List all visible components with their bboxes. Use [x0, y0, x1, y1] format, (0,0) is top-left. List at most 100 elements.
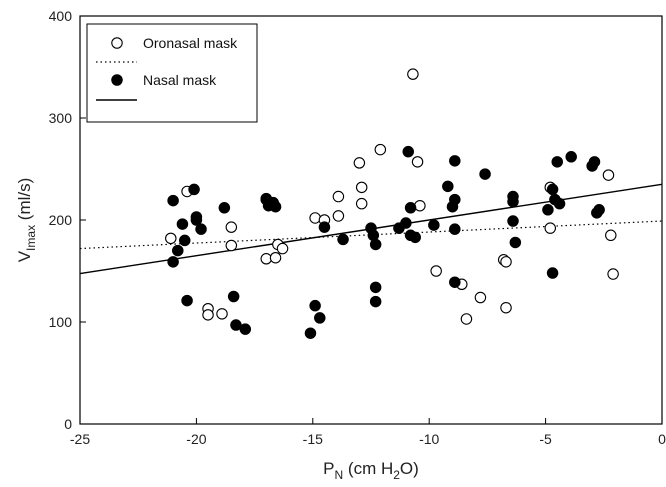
x-tick-label: -15 — [303, 431, 323, 447]
x-tick-label: -5 — [539, 431, 552, 447]
legend-label-oronasal: Oronasal mask — [143, 35, 238, 51]
point-nasal — [449, 155, 461, 167]
point-nasal — [188, 183, 200, 196]
point-oronasal — [407, 68, 419, 80]
point-nasal — [542, 204, 554, 216]
point-oronasal — [605, 229, 617, 242]
legend-label-nasal: Nasal mask — [143, 72, 217, 88]
point-nasal — [551, 156, 563, 168]
point-nasal — [218, 202, 231, 214]
point-oronasal — [474, 291, 487, 304]
point-nasal — [546, 267, 559, 279]
x-tick-label: -10 — [419, 431, 439, 447]
point-nasal — [167, 256, 179, 268]
point-nasal — [593, 204, 605, 216]
point-oronasal — [430, 265, 442, 277]
axis-ticks: -25 -20 -15 -10 -5 0 0 100 200 300 400 — [49, 8, 666, 447]
point-oronasal — [374, 143, 387, 156]
point-nasal — [404, 202, 417, 214]
point-nasal — [369, 295, 382, 308]
point-oronasal — [269, 251, 282, 264]
x-axis-title-tail2: O) — [400, 459, 419, 478]
y-axis-title: VImax (ml/s) — [15, 178, 38, 263]
y-tick-label: 100 — [49, 314, 73, 330]
point-oronasal — [414, 199, 426, 212]
point-nasal — [314, 312, 326, 324]
point-nasal — [227, 290, 240, 303]
point-oronasal — [500, 256, 512, 268]
y-tick-label: 400 — [49, 8, 73, 24]
point-nasal — [507, 215, 519, 227]
point-nasal — [190, 211, 203, 223]
point-nasal — [402, 145, 414, 158]
point-oronasal — [353, 157, 366, 169]
point-nasal — [172, 244, 184, 257]
point-nasal — [442, 180, 454, 193]
point-oronasal — [460, 313, 473, 325]
y-tick-label: 0 — [64, 416, 72, 432]
point-nasal — [195, 223, 207, 235]
point-oronasal — [202, 309, 214, 321]
point-nasal — [230, 319, 242, 331]
point-nasal — [176, 218, 189, 230]
point-nasal — [369, 281, 382, 294]
point-oronasal — [309, 212, 321, 224]
point-nasal — [479, 168, 491, 180]
point-nasal — [181, 294, 193, 307]
legend-marker-oronasal — [111, 37, 123, 49]
point-nasal — [304, 327, 317, 339]
point-oronasal — [544, 222, 557, 234]
point-oronasal — [276, 242, 289, 255]
y-tick-label: 200 — [49, 212, 73, 228]
x-tick-label: 0 — [658, 431, 666, 447]
point-nasal — [309, 299, 321, 312]
data-points — [165, 68, 619, 339]
point-nasal — [507, 195, 519, 208]
y-tick-label: 300 — [49, 110, 73, 126]
x-tick-label: -20 — [186, 431, 206, 447]
point-oronasal — [260, 253, 272, 265]
point-oronasal — [411, 156, 424, 168]
x-axis-title-main: P — [323, 459, 334, 478]
point-nasal — [428, 219, 440, 231]
point-nasal — [449, 193, 461, 206]
point-nasal — [509, 236, 522, 249]
point-nasal — [553, 197, 566, 210]
point-nasal — [269, 200, 282, 213]
x-axis-title-sub2: 2 — [393, 468, 400, 482]
y-axis-title-main: V — [15, 250, 34, 262]
x-tick-label: -25 — [70, 431, 90, 447]
point-oronasal — [332, 190, 345, 203]
point-oronasal — [602, 169, 615, 181]
y-axis-title-tail: (ml/s) — [15, 178, 34, 225]
point-nasal — [449, 276, 461, 288]
point-oronasal — [332, 210, 345, 222]
x-axis-title-sub: N — [335, 468, 344, 482]
point-nasal — [337, 233, 349, 246]
point-nasal — [546, 183, 559, 196]
point-oronasal — [500, 301, 512, 314]
point-oronasal — [225, 239, 238, 252]
x-axis-title-tail: (cm H — [343, 459, 393, 478]
point-oronasal — [216, 308, 228, 320]
point-nasal — [565, 151, 577, 163]
point-nasal — [239, 323, 252, 335]
point-nasal — [588, 156, 601, 168]
x-axis-title: PN (cm H2O) — [323, 459, 419, 482]
point-nasal — [449, 223, 461, 235]
point-oronasal — [355, 197, 368, 210]
point-oronasal — [607, 268, 619, 280]
point-nasal — [400, 217, 412, 229]
point-nasal — [179, 234, 191, 247]
point-oronasal — [165, 232, 177, 245]
point-oronasal — [225, 221, 238, 233]
legend-marker-nasal — [111, 74, 123, 86]
legend: Oronasal mask Nasal mask — [86, 23, 258, 123]
y-axis-title-sub: Imax — [24, 225, 38, 251]
point-nasal — [167, 194, 179, 207]
point-nasal — [409, 231, 421, 244]
point-nasal — [369, 238, 382, 251]
point-oronasal — [355, 181, 368, 194]
point-nasal — [318, 221, 331, 233]
